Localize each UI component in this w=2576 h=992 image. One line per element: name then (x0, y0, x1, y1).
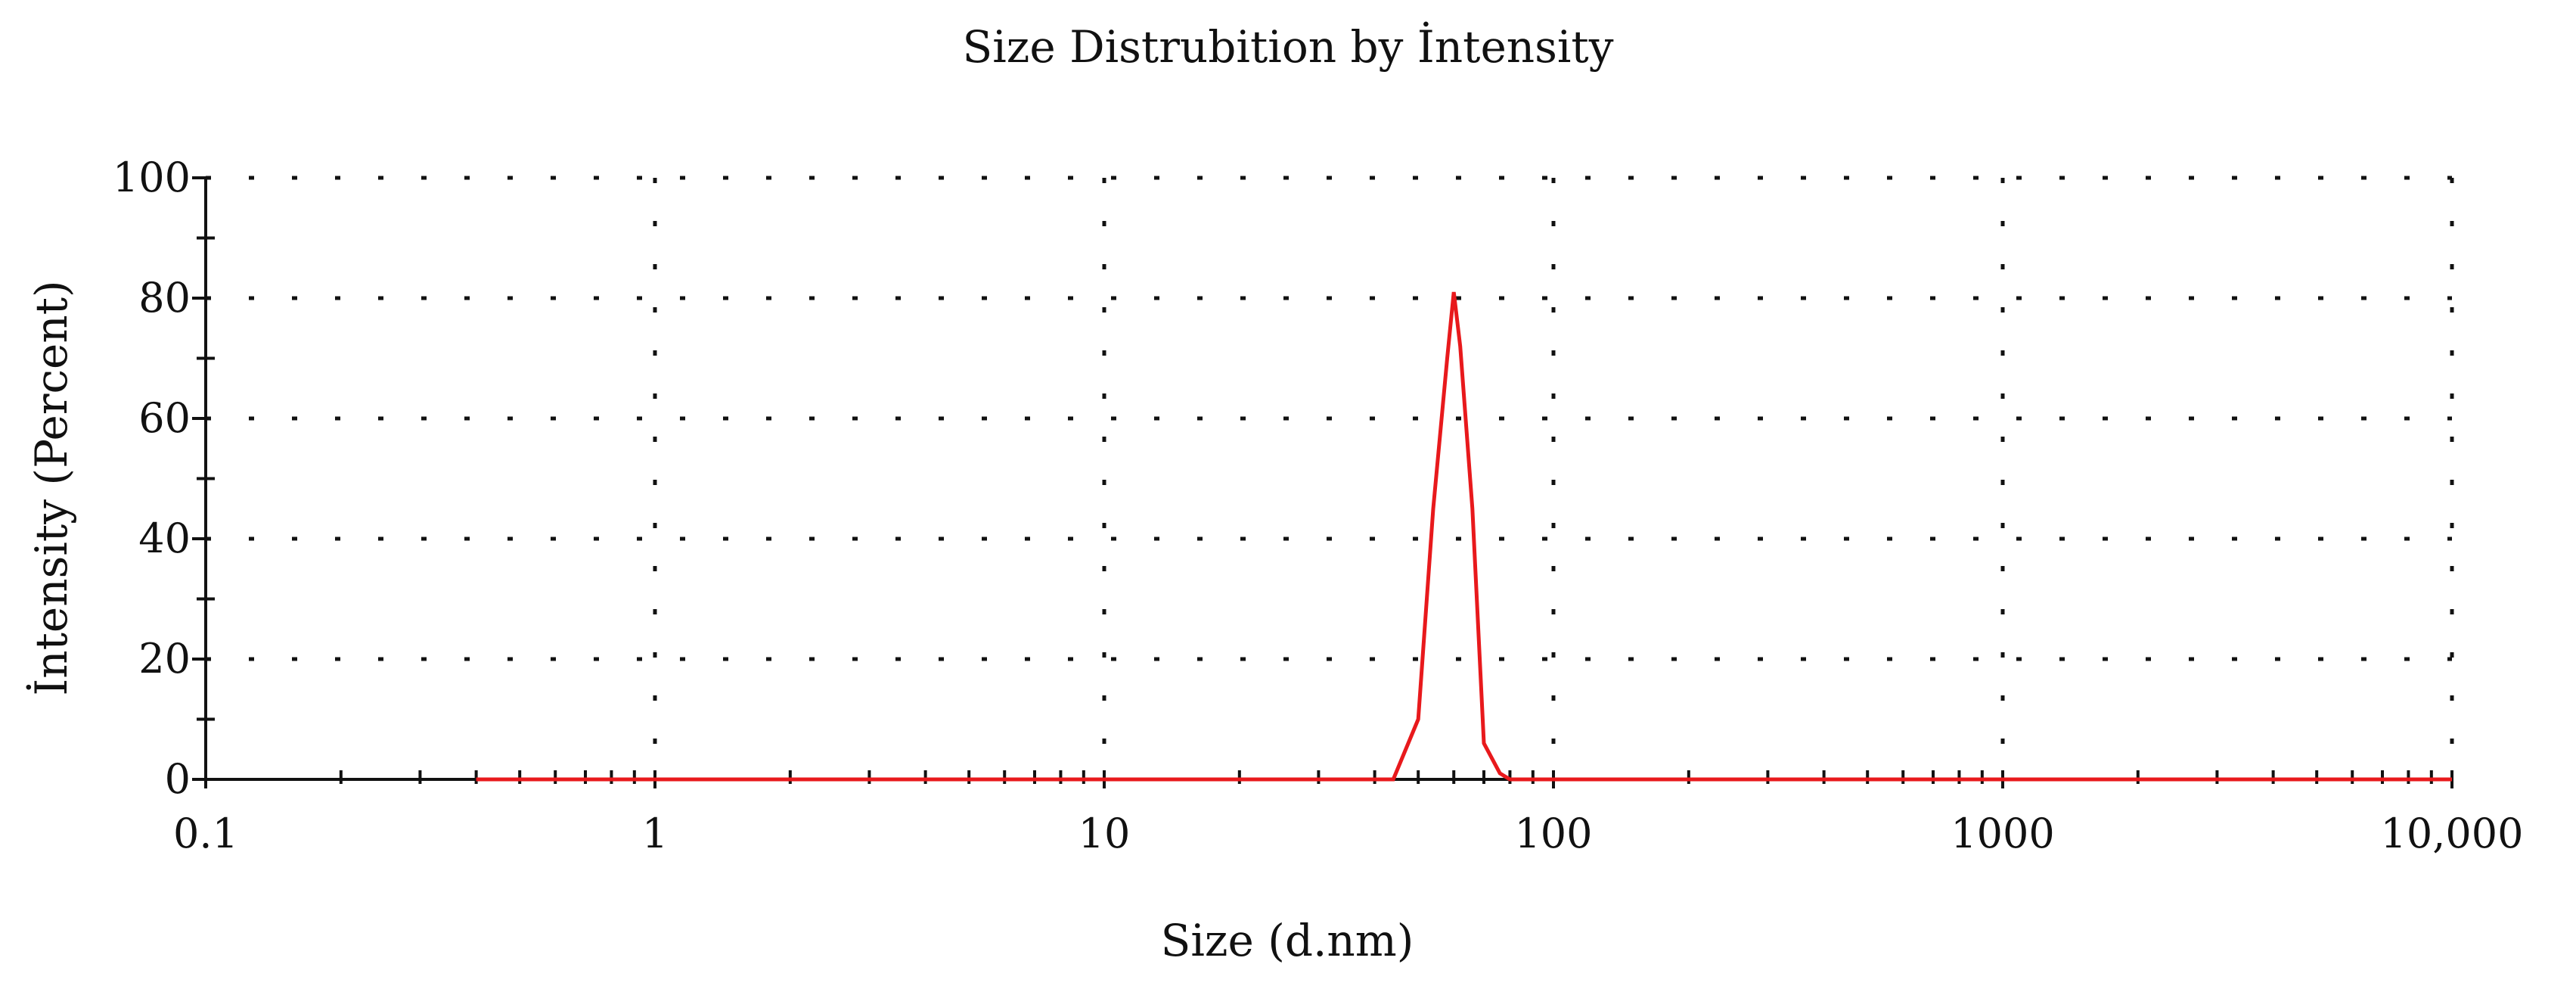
tick-labels: 0 20 40 60 80 100 0.1 1 10 100 1000 10,000 (113, 154, 2524, 857)
x-tick-label: 10,000 (2381, 810, 2524, 857)
y-tick-label: 0 (165, 755, 191, 803)
series-line-intensity (476, 291, 2452, 782)
series-layer (476, 291, 2452, 782)
axis-ticks (192, 176, 2453, 788)
y-tick-label: 80 (138, 274, 191, 322)
grid-lines (206, 176, 2454, 779)
y-tick-label: 60 (138, 394, 191, 442)
x-tick-label: 100 (1514, 810, 1592, 857)
axes (204, 178, 2452, 781)
y-tick-label: 100 (113, 154, 191, 201)
x-tick-label: 1 (642, 810, 668, 857)
x-tick-label: 1000 (1951, 810, 2054, 857)
y-tick-label: 20 (138, 635, 191, 683)
y-tick-label: 40 (138, 515, 191, 562)
x-tick-label: 10 (1079, 810, 1131, 857)
chart-title: Size Distrubition by İntensity (962, 21, 1613, 73)
y-axis-label: İntensity (Percent) (26, 280, 77, 695)
x-axis-label: Size (d.nm) (1161, 915, 1414, 966)
x-tick-label: 0.1 (173, 810, 238, 857)
